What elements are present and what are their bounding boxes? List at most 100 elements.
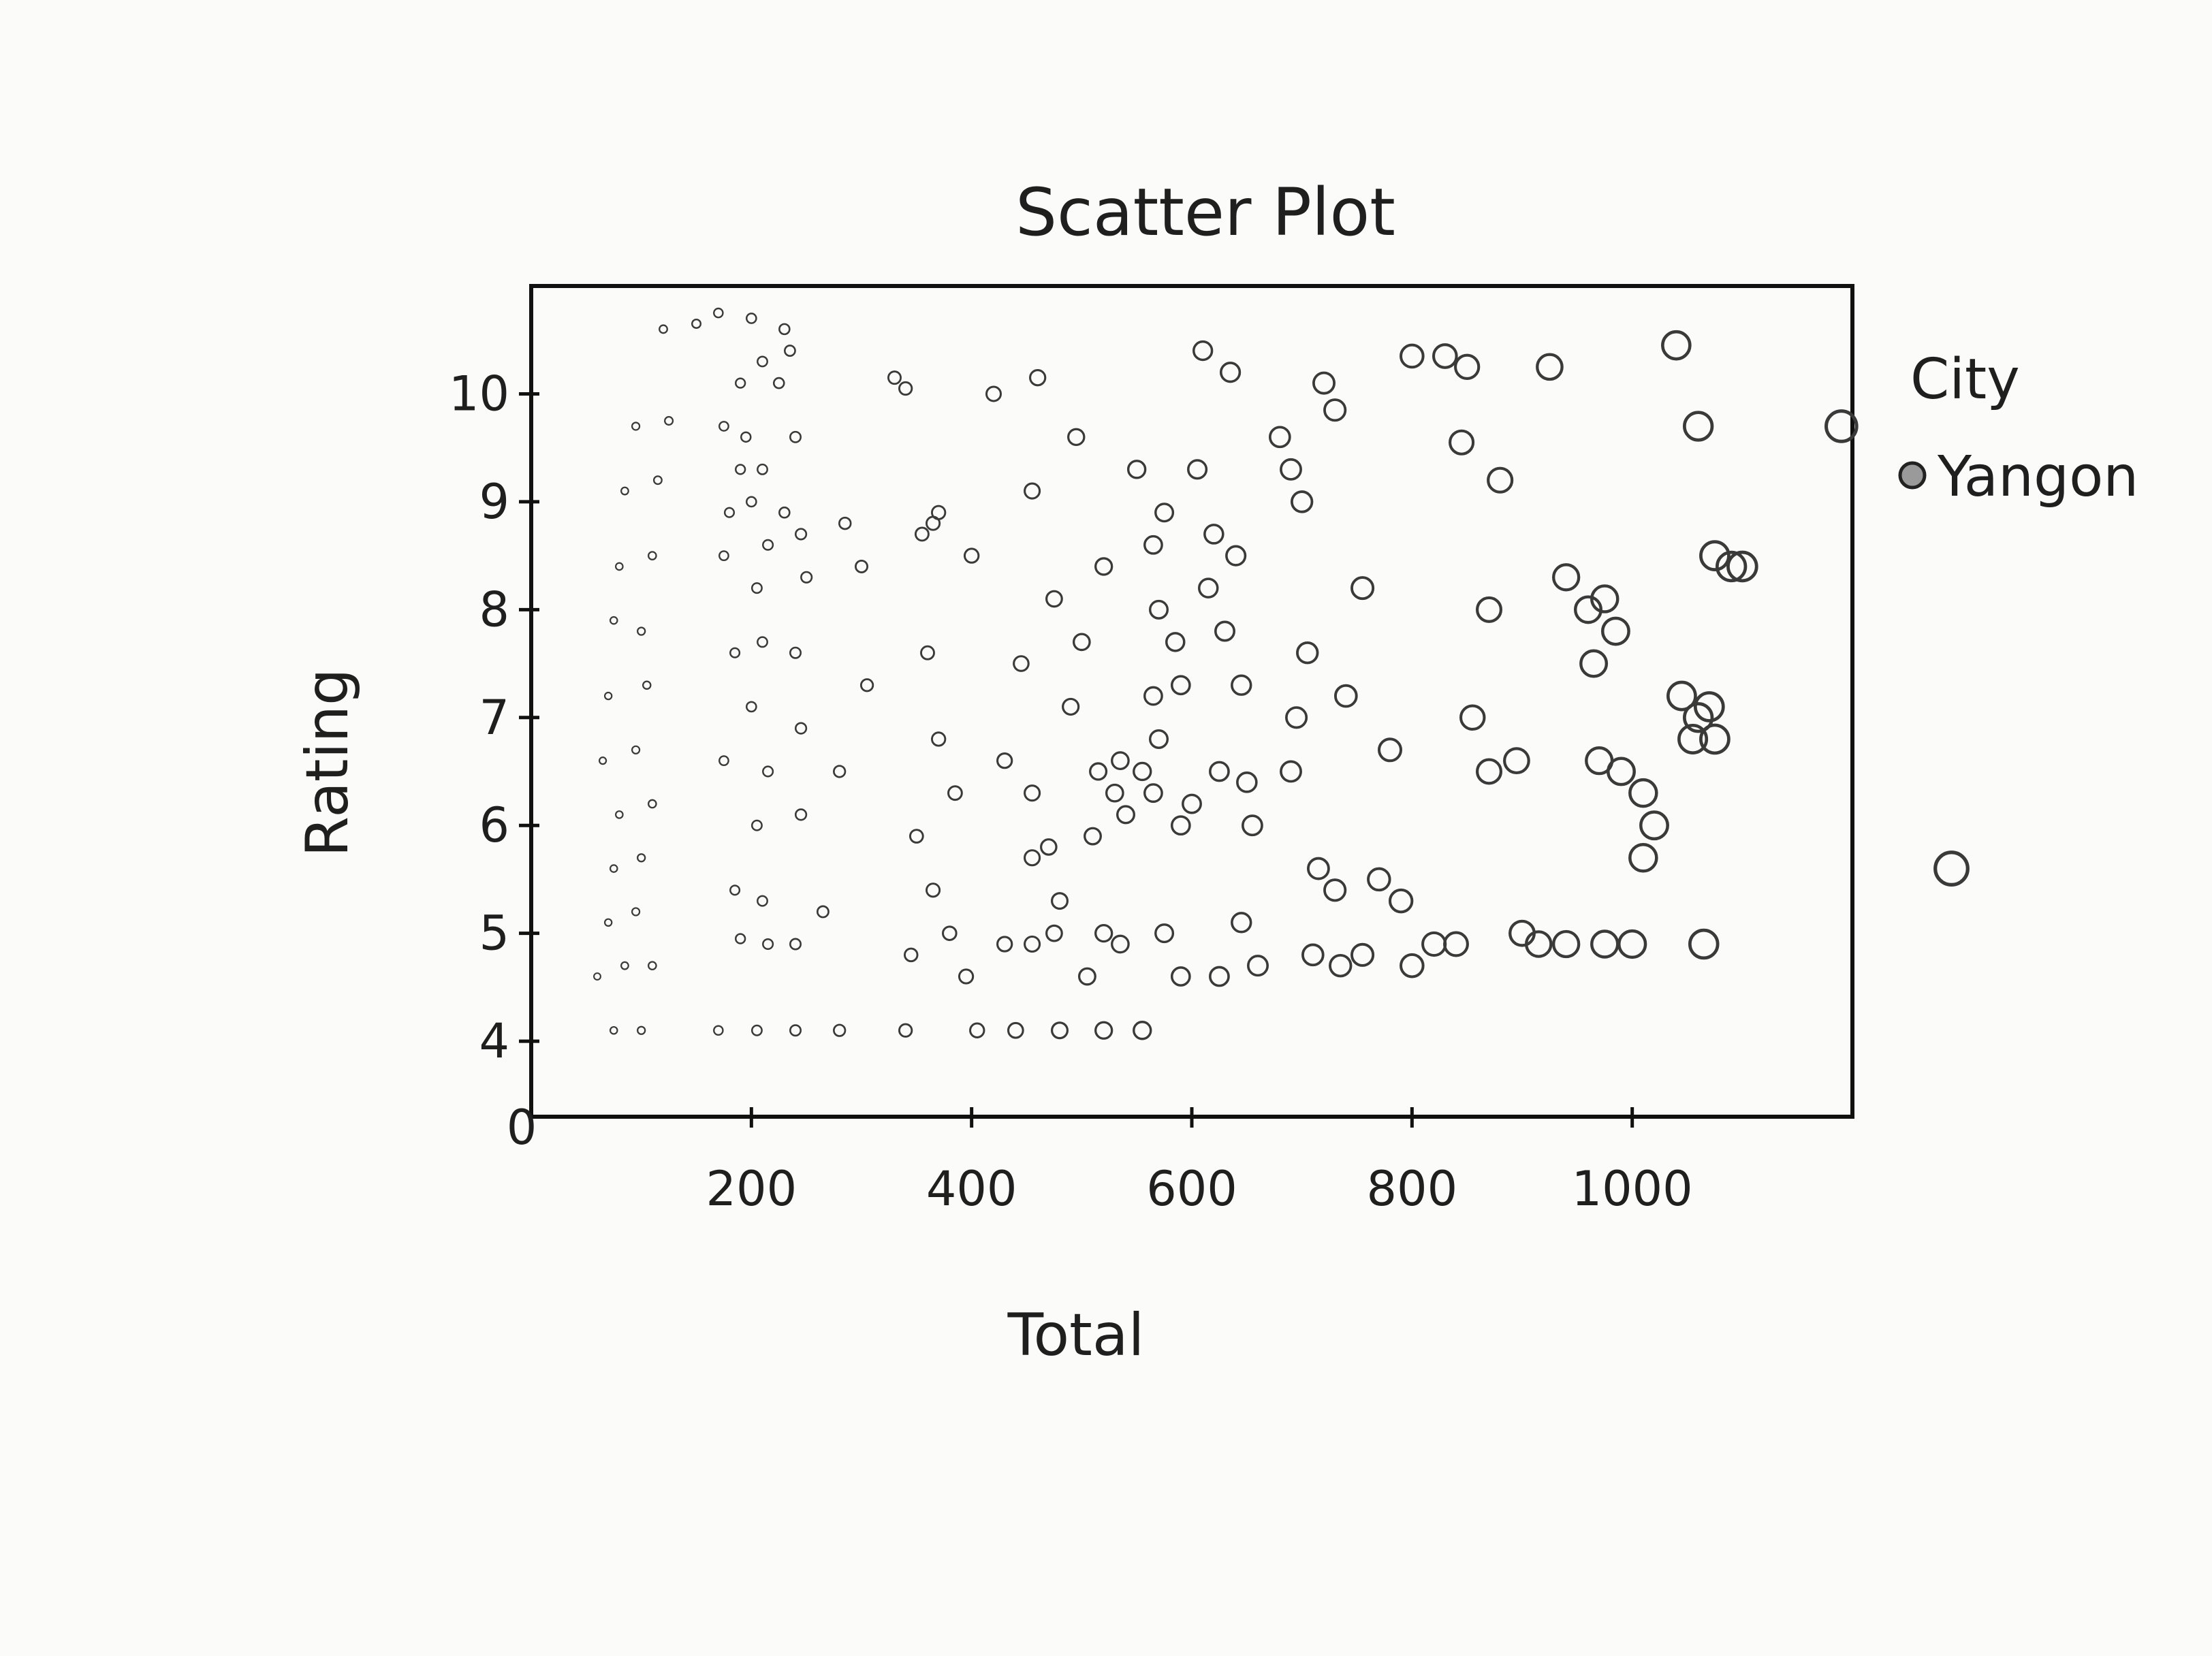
data-point [1449,429,1475,456]
axes [529,286,1852,1119]
data-point [1699,723,1731,755]
data-point [942,925,958,941]
data-point [609,1025,618,1035]
data-point [729,647,741,658]
data-point [740,431,752,443]
data-point [745,701,757,713]
data-point [1699,540,1731,571]
data-point [1524,930,1553,958]
data-point [1552,929,1581,959]
data-point [1661,330,1692,361]
data-point [647,961,657,971]
data-point [647,551,657,560]
data-point [1716,550,1748,583]
data-point [1198,577,1219,599]
data-point [1579,649,1609,678]
data-point [1459,704,1486,731]
x-tick-label: 600 [1146,1161,1237,1217]
data-point [1590,929,1620,959]
legend-title: City [1910,347,2020,412]
data-point [1312,371,1336,395]
plot-frame [529,284,1854,1119]
data-point [1143,783,1163,803]
data-point [1013,655,1030,672]
data-point [1209,761,1230,782]
data-point [745,313,757,324]
data-point [914,526,930,542]
data-point [1628,842,1658,873]
data-point [1552,563,1581,592]
data-point [729,885,741,896]
data-point [1400,953,1425,978]
data-point [637,853,646,863]
data-point [898,381,913,396]
data-point [603,918,613,927]
data-point [1024,849,1041,867]
data-point [903,947,919,963]
data-point [1590,584,1620,614]
data-point [1143,535,1163,555]
y-tick-label: 4 [479,1013,509,1069]
data-point [969,1022,985,1038]
data-point [615,562,624,571]
x-tick-label: 400 [926,1161,1017,1217]
data-point [1045,590,1063,608]
x-tick-label: 1000 [1572,1161,1693,1217]
data-point [1693,691,1725,722]
data-point [762,539,774,551]
data-point [784,345,796,357]
data-point [1084,827,1102,846]
data-point [789,1024,802,1037]
data-point [615,810,624,819]
data-point [1024,935,1041,953]
legend-symbol [1898,461,1927,490]
data-point [838,516,852,530]
data-point [1333,684,1358,708]
data-point [1683,702,1714,733]
data-point [1247,955,1269,977]
data-point [723,507,736,518]
y-tick-label: 9 [479,474,509,530]
data-point [1666,680,1697,712]
data-point [593,972,601,981]
data-point [757,895,768,907]
data-point [1209,966,1230,987]
data-point [609,864,618,873]
data-point [1487,466,1514,494]
data-point [718,755,729,767]
data-point [1329,953,1353,978]
data-point [652,475,663,485]
data-point [1203,524,1224,545]
data-point [1573,595,1602,624]
data-point [647,799,657,809]
data-point [762,765,774,778]
data-point [1170,675,1191,696]
y-tick-label: 10 [449,366,509,421]
data-point [1077,967,1096,986]
data-point [1296,641,1319,665]
data-point [1126,460,1147,479]
data-point [762,938,774,951]
data-point [1154,923,1175,944]
data-point [926,882,941,898]
data-point [1116,805,1135,825]
data-point [1688,928,1720,960]
data-point [789,938,802,951]
data-point [1040,838,1058,856]
data-point [1111,934,1130,954]
data-point [1350,942,1375,967]
data-point [1683,411,1714,442]
data-point [772,377,785,389]
data-point [931,505,947,520]
data-point [855,559,869,573]
data-point [631,745,641,754]
data-point [1105,783,1124,803]
data-point [750,1024,763,1036]
data-point [958,968,975,985]
x-tick-label: 800 [1367,1161,1458,1217]
data-point [1165,632,1186,652]
data-point [1148,729,1169,749]
data-point [1231,674,1252,696]
data-point [1225,545,1247,567]
